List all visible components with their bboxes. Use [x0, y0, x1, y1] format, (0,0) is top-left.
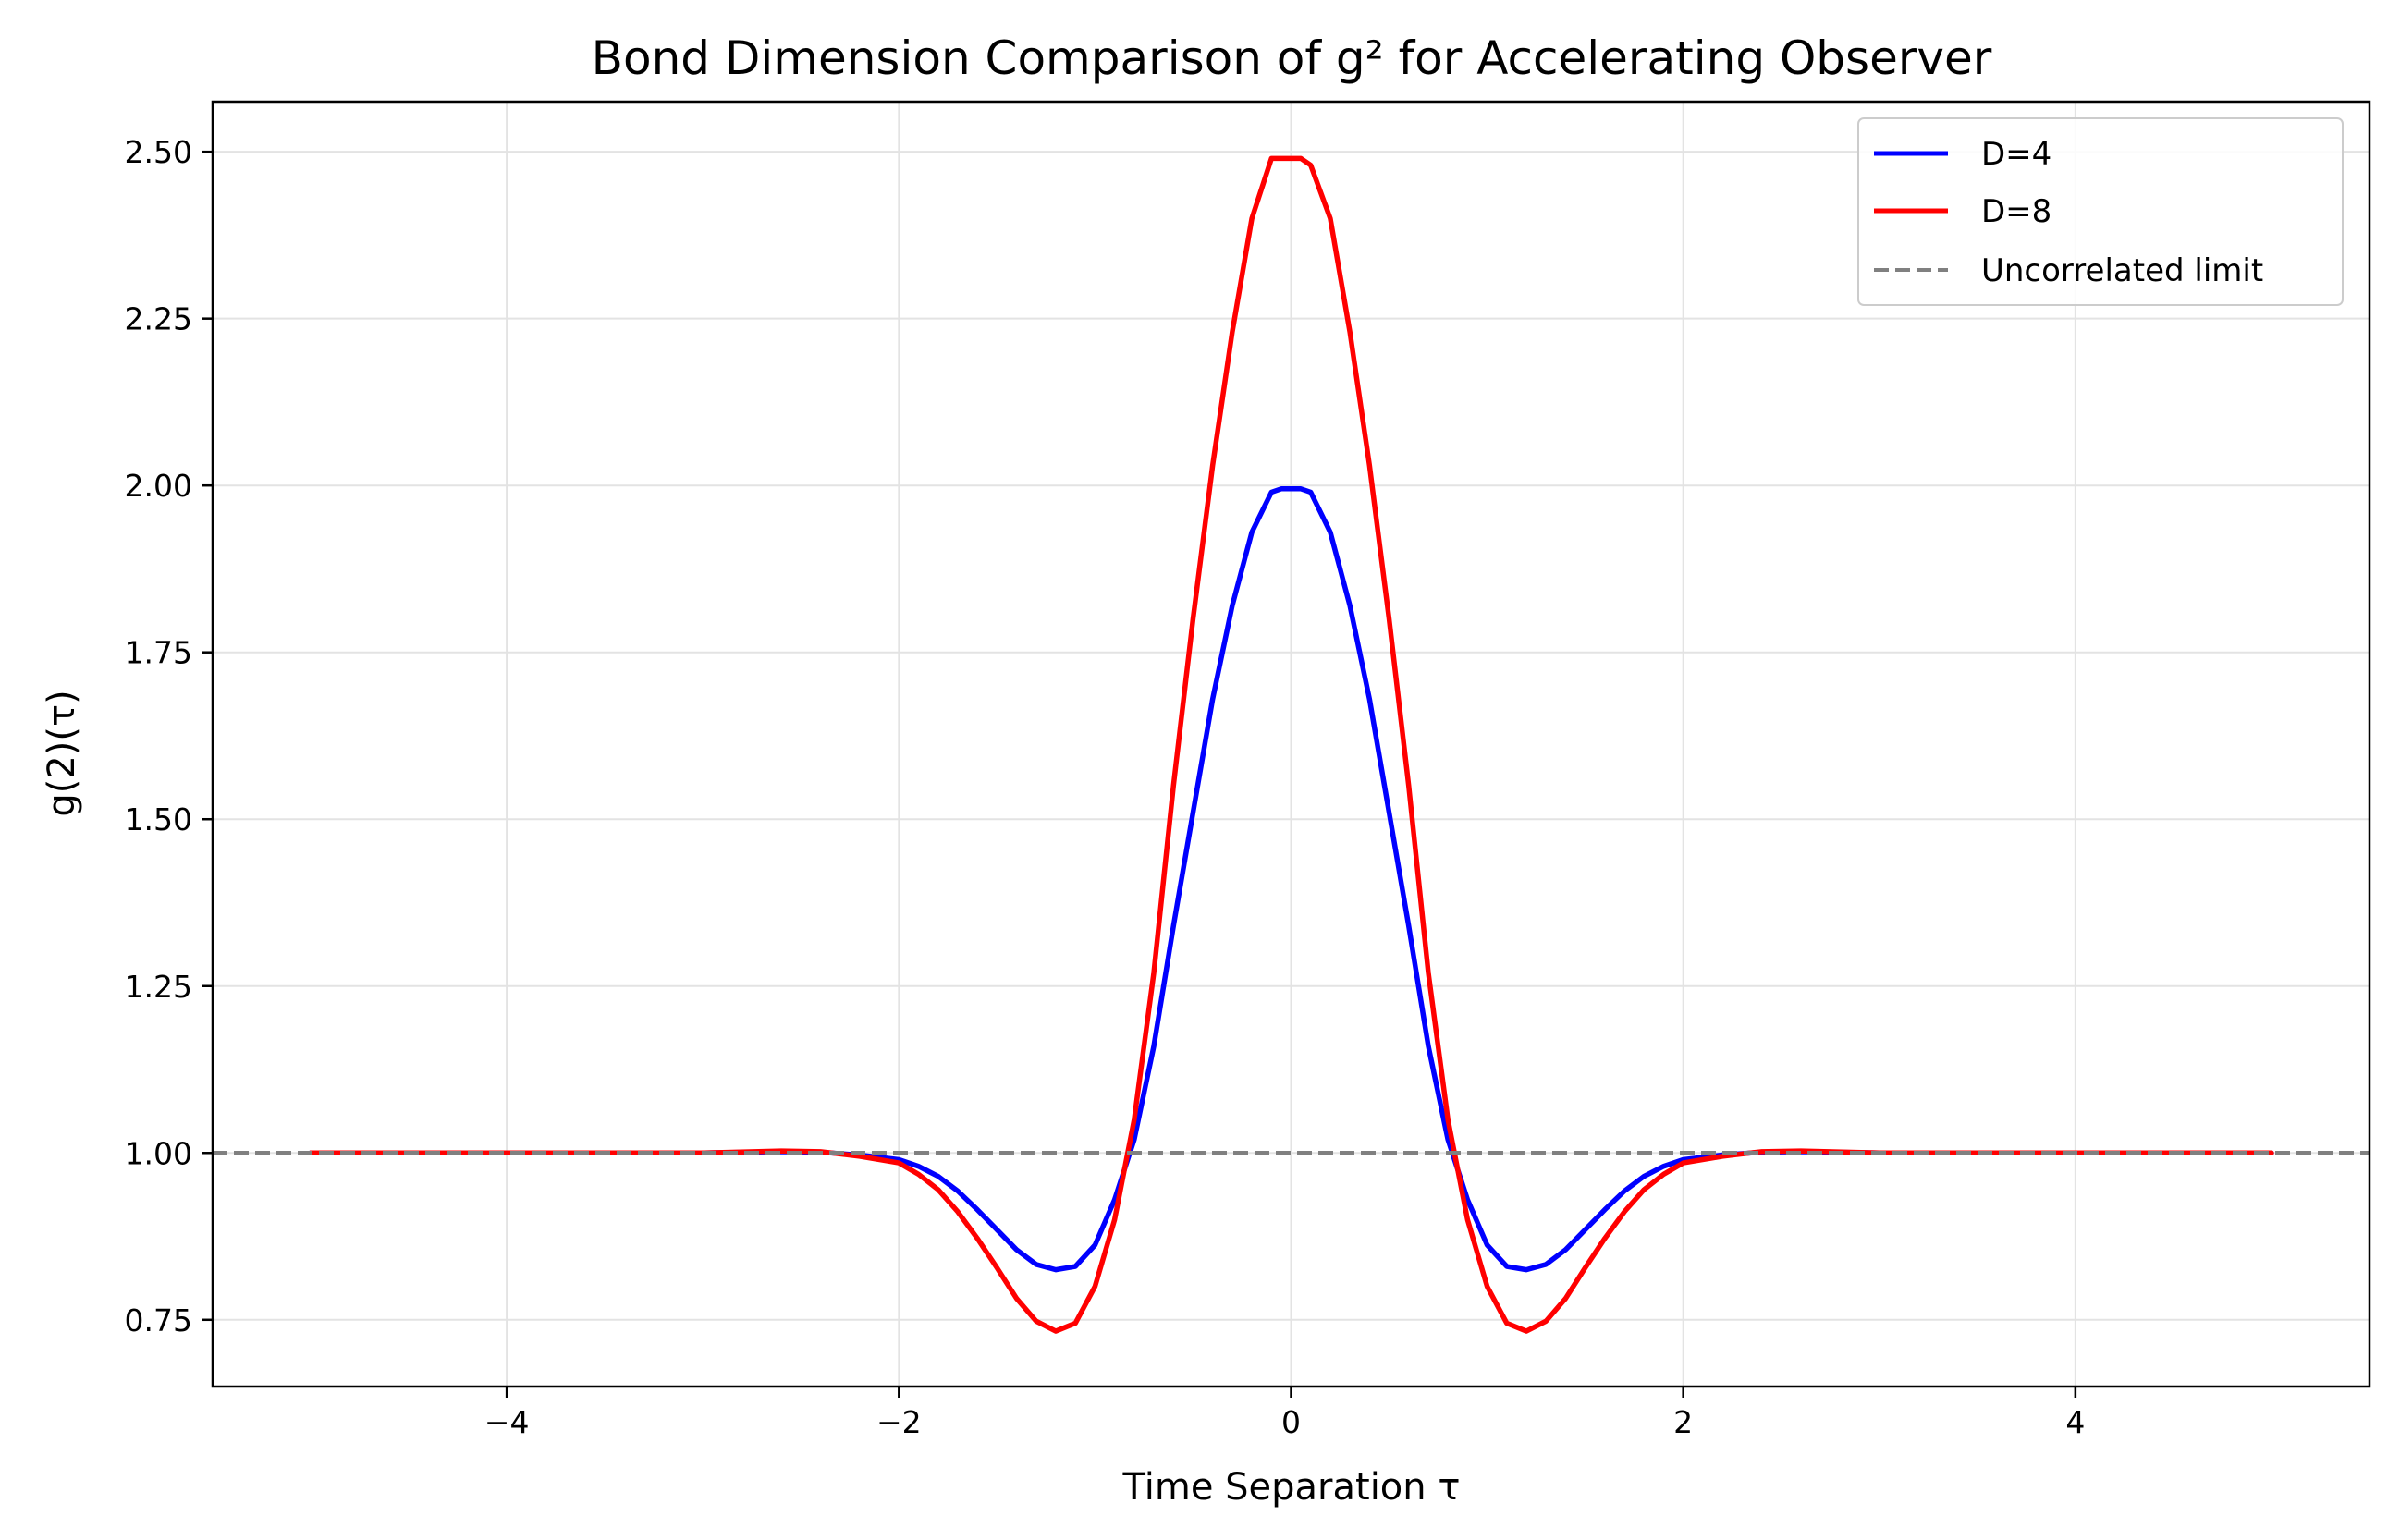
y-tick-label: 1.00 — [125, 1135, 192, 1171]
series-layer — [213, 155, 2370, 1334]
y-tick-label: 1.75 — [125, 635, 192, 671]
x-tick-label: 4 — [2065, 1404, 2085, 1440]
chart-title: Bond Dimension Comparison of g² for Acce… — [592, 31, 1992, 85]
y-tick-label: 1.50 — [125, 801, 192, 837]
x-tick-label: −2 — [876, 1404, 922, 1440]
series-line-d-4 — [308, 486, 2274, 1273]
series-line-d-8 — [308, 155, 2274, 1334]
y-tick-label: 2.25 — [125, 301, 192, 337]
x-tick-label: 2 — [1673, 1404, 1693, 1440]
y-tick-label: 2.00 — [125, 468, 192, 504]
legend-label-d4: D=4 — [1981, 136, 2051, 173]
y-tick-label: 0.75 — [125, 1302, 192, 1338]
x-axis-label: Time Separation τ — [1122, 1466, 1461, 1509]
legend-label-uncorrelated-limit: Uncorrelated limit — [1981, 252, 2263, 289]
ticks-layer: −4 −2 0 2 4 0.75 1.00 1.25 1.50 1.75 2.00 2.25 2.50 — [125, 134, 2086, 1440]
x-tick-label: −4 — [484, 1404, 530, 1440]
legend: D=4 D=8 Uncorrelated limit — [1857, 117, 2344, 306]
legend-label-d8: D=8 — [1981, 193, 2051, 230]
y-tick-label: 2.50 — [125, 134, 192, 170]
y-axis-label: g(2)(τ) — [41, 690, 83, 816]
legend-frame — [1857, 117, 2344, 306]
y-tick-label: 1.25 — [125, 969, 192, 1005]
x-tick-label: 0 — [1281, 1404, 1301, 1440]
